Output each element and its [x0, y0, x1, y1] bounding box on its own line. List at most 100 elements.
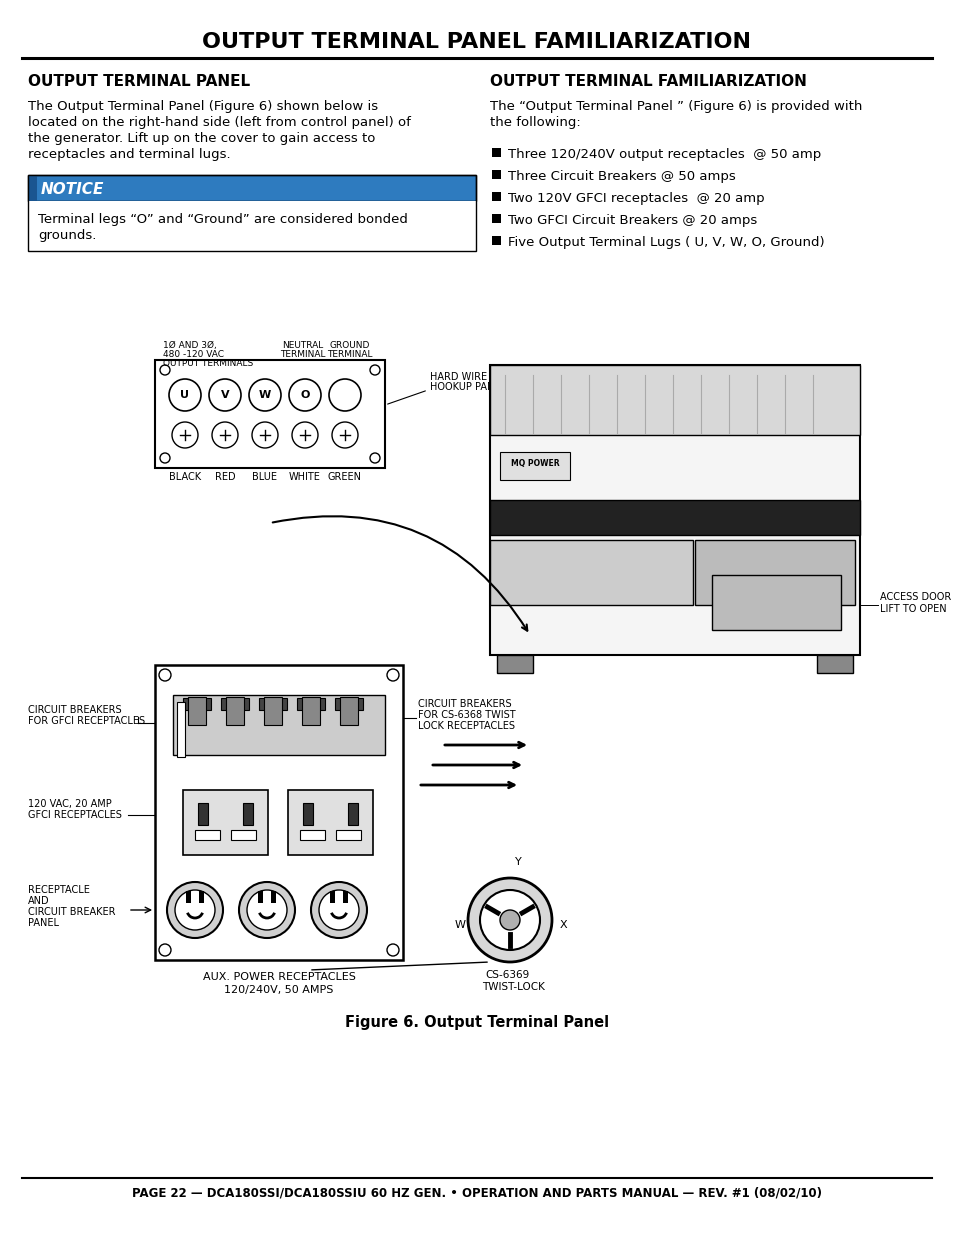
- Text: O: O: [300, 390, 310, 400]
- Text: Three Circuit Breakers @ 50 amps: Three Circuit Breakers @ 50 amps: [507, 170, 735, 183]
- Text: WHITE: WHITE: [289, 472, 320, 482]
- Text: the generator. Lift up on the cover to gain access to: the generator. Lift up on the cover to g…: [28, 132, 375, 144]
- Bar: [490, 540, 693, 605]
- Circle shape: [332, 422, 357, 448]
- Circle shape: [329, 379, 360, 411]
- Text: V: V: [220, 390, 229, 400]
- Bar: [172, 695, 385, 755]
- Circle shape: [167, 882, 223, 939]
- Bar: [154, 359, 385, 468]
- Text: OUTPUT TERMINAL PANEL FAMILIARIZATION: OUTPUT TERMINAL PANEL FAMILIARIZATION: [202, 32, 751, 52]
- Circle shape: [468, 878, 552, 962]
- Text: HOOKUP PANEL: HOOKUP PANEL: [430, 382, 505, 391]
- Text: LOCK RECEPTACLES: LOCK RECEPTACLES: [417, 721, 515, 731]
- Circle shape: [212, 422, 237, 448]
- Text: NEUTRAL: NEUTRAL: [282, 341, 323, 350]
- Bar: [816, 655, 852, 673]
- Text: OUTPUT TERMINAL FAMILIARIZATION: OUTPUT TERMINAL FAMILIARIZATION: [490, 74, 806, 89]
- Circle shape: [159, 944, 171, 956]
- Circle shape: [292, 422, 317, 448]
- Circle shape: [318, 890, 358, 930]
- Text: ACCESS DOOR: ACCESS DOOR: [879, 592, 950, 601]
- Circle shape: [311, 882, 367, 939]
- Text: AUX. POWER RECEPTACLES: AUX. POWER RECEPTACLES: [202, 972, 355, 982]
- Text: The “Output Terminal Panel ” (Figure 6) is provided with: The “Output Terminal Panel ” (Figure 6) …: [490, 100, 862, 112]
- Circle shape: [239, 882, 294, 939]
- Bar: [299, 830, 325, 840]
- Text: Five Output Terminal Lugs ( U, V, W, O, Ground): Five Output Terminal Lugs ( U, V, W, O, …: [507, 236, 823, 249]
- Text: RED: RED: [214, 472, 235, 482]
- Circle shape: [370, 453, 379, 463]
- Text: GREEN: GREEN: [328, 472, 361, 482]
- Bar: [271, 890, 275, 903]
- Text: Terminal legs “O” and “Ground” are considered bonded: Terminal legs “O” and “Ground” are consi…: [38, 212, 408, 226]
- Bar: [199, 890, 204, 903]
- Bar: [198, 803, 208, 825]
- Circle shape: [174, 890, 214, 930]
- Bar: [339, 697, 357, 725]
- Text: FOR GFCI RECEPTACLES: FOR GFCI RECEPTACLES: [28, 716, 145, 726]
- Circle shape: [160, 366, 170, 375]
- Circle shape: [247, 890, 287, 930]
- Text: BLACK: BLACK: [169, 472, 201, 482]
- Bar: [492, 214, 500, 224]
- Bar: [492, 236, 500, 245]
- Text: LIFT TO OPEN: LIFT TO OPEN: [879, 604, 945, 614]
- Bar: [188, 697, 206, 725]
- Bar: [221, 698, 249, 710]
- Text: CIRCUIT BREAKERS: CIRCUIT BREAKERS: [417, 699, 511, 709]
- Text: CS-6369: CS-6369: [484, 969, 529, 981]
- Text: 120/240V, 50 AMPS: 120/240V, 50 AMPS: [224, 986, 334, 995]
- Bar: [154, 664, 402, 960]
- Bar: [711, 576, 841, 630]
- Text: RECEPTACLE: RECEPTACLE: [28, 885, 90, 895]
- Bar: [490, 500, 859, 535]
- Text: The Output Terminal Panel (Figure 6) shown below is: The Output Terminal Panel (Figure 6) sho…: [28, 100, 377, 112]
- Bar: [28, 175, 476, 201]
- Bar: [492, 148, 500, 157]
- Text: OUTPUT TERMINALS: OUTPUT TERMINALS: [163, 359, 253, 368]
- Text: PANEL: PANEL: [28, 918, 59, 927]
- Text: Three 120/240V output receptacles  @ 50 amp: Three 120/240V output receptacles @ 50 a…: [507, 148, 821, 161]
- Text: AND: AND: [28, 897, 50, 906]
- Bar: [257, 890, 263, 903]
- Bar: [695, 540, 854, 605]
- Bar: [264, 697, 282, 725]
- Text: NOTICE: NOTICE: [41, 182, 104, 196]
- Bar: [348, 803, 357, 825]
- Text: U: U: [180, 390, 190, 400]
- Text: 120 VAC, 20 AMP: 120 VAC, 20 AMP: [28, 799, 112, 809]
- Text: W: W: [455, 920, 465, 930]
- Text: FOR CS-6368 TWIST: FOR CS-6368 TWIST: [417, 710, 515, 720]
- Text: PAGE 22 — DCA180SSI/DCA180SSIU 60 HZ GEN. • OPERATION AND PARTS MANUAL — REV. #1: PAGE 22 — DCA180SSI/DCA180SSIU 60 HZ GEN…: [132, 1187, 821, 1199]
- Circle shape: [499, 910, 519, 930]
- Bar: [231, 830, 255, 840]
- Bar: [186, 890, 191, 903]
- Text: MQ POWER: MQ POWER: [510, 459, 558, 468]
- Bar: [183, 698, 211, 710]
- Circle shape: [289, 379, 320, 411]
- Bar: [490, 366, 859, 435]
- Text: located on the right-hand side (left from control panel) of: located on the right-hand side (left fro…: [28, 116, 411, 128]
- Bar: [330, 890, 335, 903]
- Bar: [28, 175, 37, 201]
- Bar: [258, 698, 287, 710]
- Bar: [335, 830, 360, 840]
- Bar: [226, 697, 244, 725]
- Circle shape: [387, 669, 398, 680]
- Bar: [288, 790, 373, 855]
- Bar: [497, 655, 533, 673]
- Bar: [28, 175, 476, 251]
- Bar: [194, 830, 220, 840]
- Bar: [492, 191, 500, 201]
- Text: Figure 6. Output Terminal Panel: Figure 6. Output Terminal Panel: [345, 1015, 608, 1030]
- Text: X: X: [559, 920, 567, 930]
- Bar: [343, 890, 348, 903]
- Circle shape: [159, 669, 171, 680]
- Text: TERMINAL: TERMINAL: [280, 350, 325, 359]
- Circle shape: [209, 379, 241, 411]
- Text: TWIST-LOCK: TWIST-LOCK: [481, 982, 544, 992]
- Bar: [492, 170, 500, 179]
- Bar: [243, 803, 253, 825]
- Text: OUTPUT TERMINAL PANEL: OUTPUT TERMINAL PANEL: [28, 74, 250, 89]
